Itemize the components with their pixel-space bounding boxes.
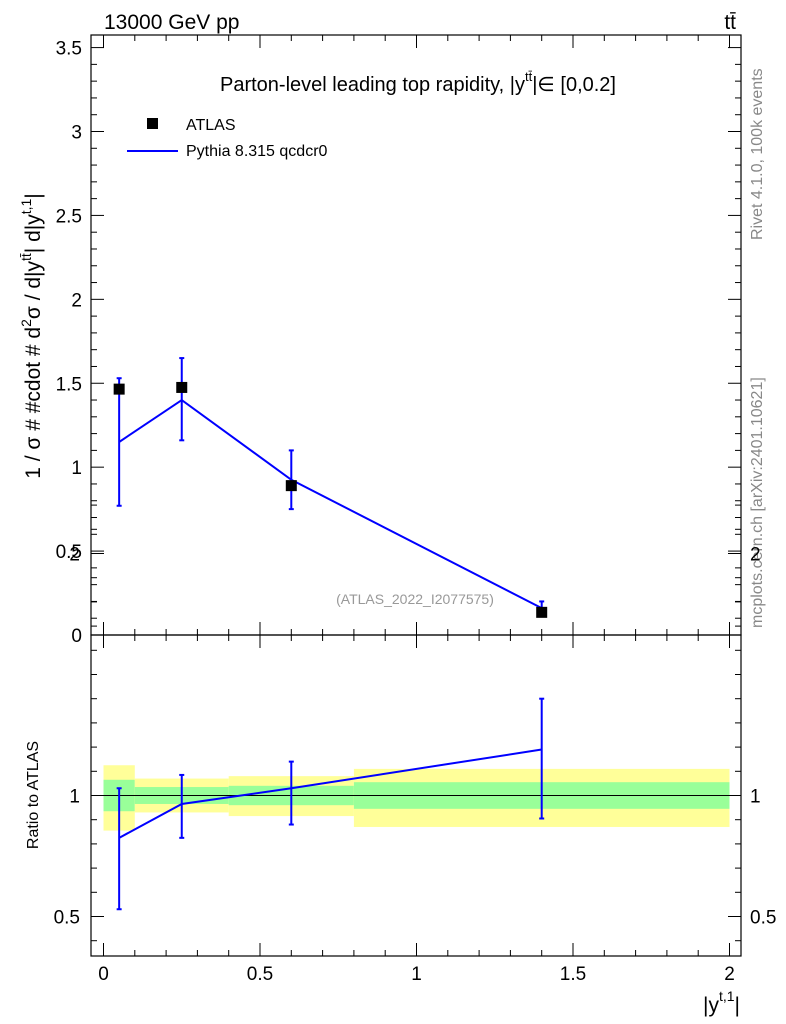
x-tick-label: 2 [724,964,735,985]
ratio-y-tick-label-right: 1 [750,787,761,808]
x-tick-label: 1 [411,964,422,985]
main-y-tick-label: 2.5 [56,206,82,227]
energy-label: 13000 GeV pp [104,11,239,34]
legend-pythia-label: Pythia 8.315 qcdcr0 [186,143,328,160]
main-panel: 0 0.5 1 1.5 2 2.5 3 3.5 Parton-level leading to… [18,34,742,647]
x-tick-label: 1.5 [560,964,586,985]
main-y-tick-label: 3.5 [56,39,82,60]
main-y-tick-label: 2 [71,290,82,311]
atlas-data-point [536,606,548,618]
ratio-marks [91,697,741,911]
x-tick-label: 0 [98,964,109,985]
main-ticks: 0 0.5 1 1.5 2 2.5 3 3.5 [56,35,741,647]
legend-atlas-label: ATLAS [186,117,236,134]
x-axis-label: |yt,1| [703,988,740,1017]
main-y-tick-label: 3 [71,123,82,144]
rivet-version-label: Rivet 4.1.0, 100k events [749,68,766,240]
ratio-panel: 0.5 0.5 1 1 2 2 0 0.5 1 1.5 2 Ratio to ATLAS |yt,1… [25,504,776,1017]
ratio-y-tick-label-right: 2 [750,545,761,566]
main-y-tick-label: 0 [71,626,82,647]
mcplots-label: mcplots.cern.ch [arXiv:2401.10621] [749,377,766,628]
main-y-axis-label: 1 / σ # #cdot # d2σ / d|ytt̄| d|yt,1| [18,193,45,479]
x-tick-label: 0.5 [247,964,273,985]
pythia-line [118,398,543,610]
ratio-y-tick-label-left: 2 [69,545,80,566]
atlas-data-point [285,480,297,492]
main-y-tick-label: 1 [71,458,82,479]
ratio-y-tick-label-left: 1 [69,787,80,808]
main-marks [113,357,548,618]
process-label: tt̄ [724,11,736,34]
legend-atlas-marker [147,118,158,129]
main-y-tick-label: 0.5 [56,542,82,563]
ratio-y-tick-label-right: 0.5 [750,908,776,929]
ratio-ticks: 0.5 0.5 1 1 2 2 0 0.5 1 1.5 2 [54,504,776,985]
atlas-data-point [113,383,125,395]
main-y-tick-label: 1.5 [56,374,82,395]
atlas-data-point [176,381,188,393]
plot-title: Parton-level leading top rapidity, |ytt̄… [220,69,616,96]
ratio-y-tick-label-left: 0.5 [54,908,80,929]
analysis-watermark: (ATLAS_2022_I2077575) [336,591,494,607]
legend: ATLAS Pythia 8.315 qcdcr0 [127,117,328,160]
ratio-y-axis-label: Ratio to ATLAS [25,741,42,849]
ratio-pythia-line [118,748,542,839]
